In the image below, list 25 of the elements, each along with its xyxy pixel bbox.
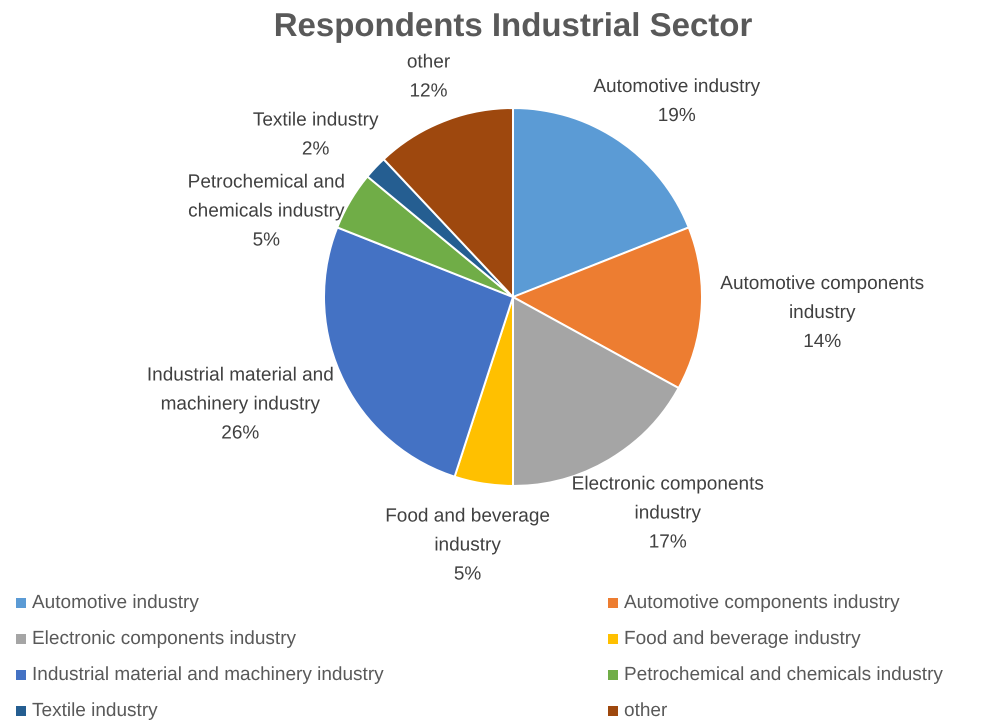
data-label: 5% (252, 230, 280, 251)
data-label: 17% (648, 532, 687, 553)
slice-label: Petrochemical and chemicals industry (188, 172, 346, 222)
slice-label: Automotive components industry (720, 273, 924, 324)
legend-label: Petrochemical and chemicals industry (624, 663, 943, 687)
legend-label: Automotive components industry (624, 591, 900, 615)
data-label: 14% (803, 331, 842, 352)
slice-label: Industrial material and machinery industry (146, 364, 334, 414)
slice-label: other (406, 51, 451, 72)
slice-label: Food and beverage industry (385, 506, 550, 556)
data-label: 12% (409, 80, 448, 102)
slice-label: Electronic components industry (572, 474, 764, 524)
data-label: 5% (454, 564, 482, 585)
legend-label: Textile industry (32, 699, 158, 721)
data-label: 19% (658, 104, 696, 126)
chart-title: Respondents Industrial Sector (272, 5, 754, 45)
slice-label: Textile industry (252, 110, 379, 131)
legend-label: Automotive industry (32, 591, 199, 615)
legend-label: other (624, 699, 668, 721)
legend-label: Food and beverage industry (624, 627, 861, 651)
legend-label: Industrial material and machinery industry (32, 663, 384, 687)
data-label: 26% (221, 422, 260, 444)
legend-label: Electronic components industry (32, 627, 296, 651)
data-label: 2% (302, 138, 330, 160)
slice-label: Automotive industry (593, 76, 761, 97)
